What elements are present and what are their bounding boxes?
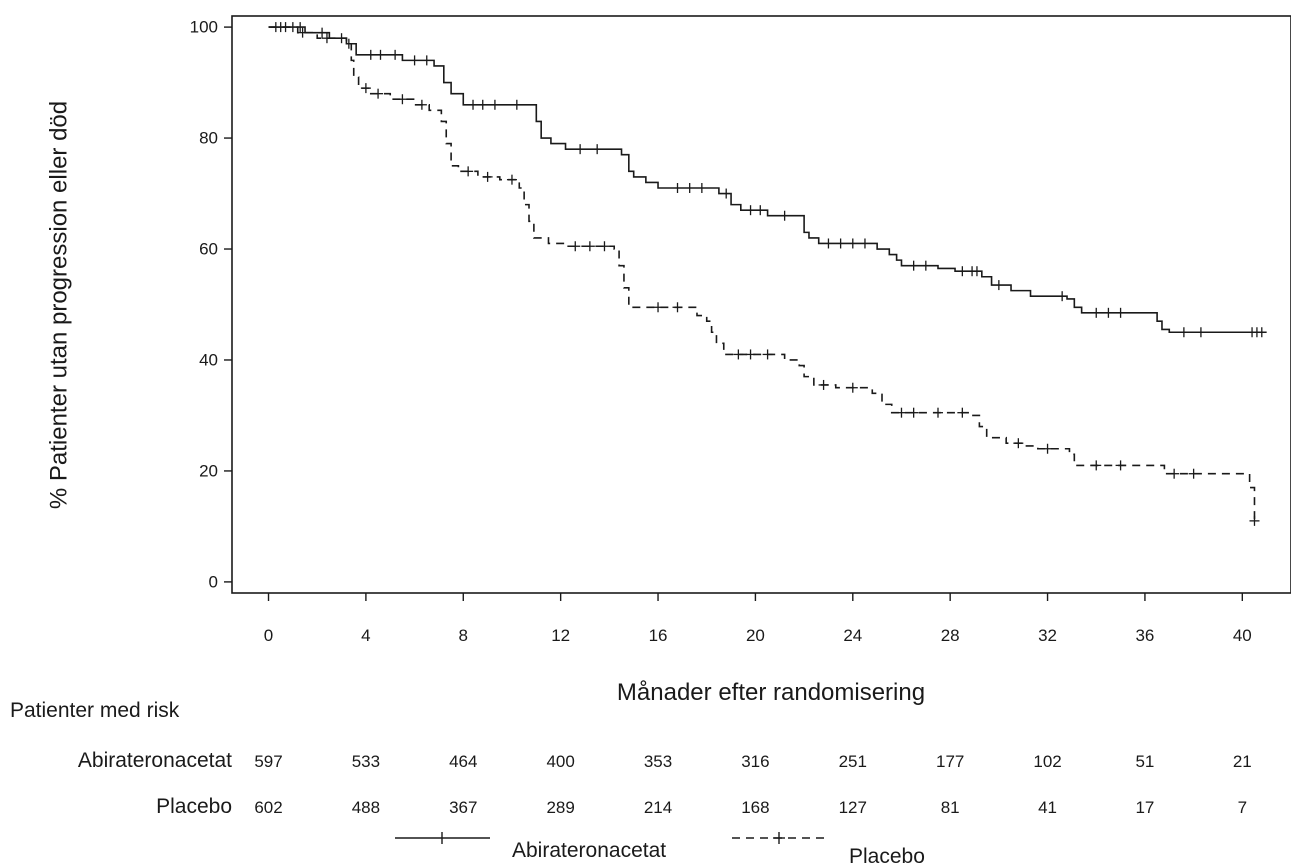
series-layer bbox=[268, 22, 1267, 526]
censor-mark-placebo bbox=[818, 379, 829, 390]
risk-value: 127 bbox=[839, 798, 867, 817]
risk-value: 102 bbox=[1033, 752, 1061, 771]
y-axis-title: % Patienter utan progression eller död bbox=[45, 101, 72, 509]
censor-mark-placebo bbox=[933, 407, 943, 418]
censor-mark-placebo bbox=[908, 407, 919, 418]
x-tick-label: 4 bbox=[361, 626, 370, 645]
censor-mark-placebo bbox=[1188, 468, 1199, 479]
censor-mark-placebo bbox=[482, 171, 493, 182]
censor-mark-placebo bbox=[599, 241, 610, 252]
risk-value: 353 bbox=[644, 752, 672, 771]
risk-value: 168 bbox=[741, 798, 769, 817]
censor-mark-placebo bbox=[297, 27, 308, 38]
risk-value: 251 bbox=[839, 752, 867, 771]
censor-mark-placebo bbox=[733, 349, 744, 360]
x-tick-label: 36 bbox=[1135, 626, 1154, 645]
censor-mark-placebo bbox=[1042, 443, 1053, 454]
risk-row-label-abirateronacetat: Abirateronacetat bbox=[78, 749, 232, 772]
y-axis: 0 20 40 60 80 100 bbox=[190, 18, 232, 591]
risk-value: 602 bbox=[254, 798, 282, 817]
risk-value: 464 bbox=[449, 752, 477, 771]
censor-mark-placebo bbox=[957, 407, 968, 418]
risk-value: 533 bbox=[352, 752, 380, 771]
series-line-abirateronacetat bbox=[268, 26, 1267, 334]
risk-value: 17 bbox=[1135, 798, 1154, 817]
censor-mark-placebo bbox=[653, 302, 664, 313]
x-tick-label: 20 bbox=[746, 626, 765, 645]
risk-value: 597 bbox=[254, 752, 282, 771]
risk-value: 81 bbox=[941, 798, 960, 817]
censor-mark-placebo bbox=[463, 166, 474, 177]
risk-value: 177 bbox=[936, 752, 964, 771]
censor-mark-placebo bbox=[360, 83, 371, 94]
plot-frame bbox=[231, 15, 1291, 594]
risk-table-header: Patienter med risk bbox=[10, 699, 180, 722]
x-tick-label: 28 bbox=[941, 626, 960, 645]
risk-row-label-placebo: Placebo bbox=[156, 795, 232, 818]
censor-mark-placebo bbox=[506, 174, 517, 185]
risk-value: 51 bbox=[1135, 752, 1154, 771]
x-tick-label: 32 bbox=[1038, 626, 1057, 645]
censor-mark-placebo bbox=[1169, 468, 1180, 479]
series-line-placebo bbox=[268, 26, 1256, 521]
risk-value: 367 bbox=[449, 798, 477, 817]
censor-mark-placebo bbox=[570, 241, 581, 252]
risk-value: 488 bbox=[352, 798, 380, 817]
censor-mark-placebo bbox=[397, 94, 408, 105]
y-tick-label: 80 bbox=[199, 129, 218, 148]
censor-mark-placebo bbox=[416, 99, 427, 110]
x-axis-title: Månader efter randomisering bbox=[617, 679, 925, 706]
risk-value: 400 bbox=[546, 752, 574, 771]
y-tick-label: 40 bbox=[199, 350, 218, 369]
risk-value: 214 bbox=[644, 798, 672, 817]
risk-value: 289 bbox=[546, 798, 574, 817]
x-tick-label: 0 bbox=[264, 626, 273, 645]
risk-value: 316 bbox=[741, 752, 769, 771]
y-tick-label: 0 bbox=[209, 572, 218, 591]
censor-mark-placebo bbox=[1091, 460, 1102, 471]
x-tick-label: 40 bbox=[1233, 626, 1252, 645]
censor-mark-placebo bbox=[896, 407, 907, 418]
censor-mark-placebo bbox=[1013, 438, 1024, 449]
legend-swatch-placebo-marker bbox=[773, 832, 785, 844]
risk-value: 7 bbox=[1238, 798, 1247, 817]
censor-mark-placebo bbox=[762, 349, 773, 360]
y-tick-label: 100 bbox=[190, 18, 218, 37]
censor-mark-placebo bbox=[321, 33, 332, 44]
censor-mark-placebo bbox=[847, 382, 858, 393]
y-tick-label: 60 bbox=[199, 240, 218, 259]
censor-mark-placebo bbox=[584, 241, 595, 252]
censor-mark-placebo bbox=[1115, 460, 1126, 471]
censor-mark-placebo bbox=[270, 22, 281, 33]
x-tick-label: 12 bbox=[551, 626, 570, 645]
censor-mark-placebo bbox=[672, 302, 683, 313]
x-tick-label: 8 bbox=[459, 626, 468, 645]
censor-mark-placebo bbox=[745, 349, 756, 360]
x-axis: 0 4 8 12 16 20 24 28 32 36 40 bbox=[264, 593, 1252, 645]
x-tick-label: 24 bbox=[843, 626, 862, 645]
y-tick-label: 20 bbox=[199, 461, 218, 480]
legend-label-placebo: Placebo bbox=[849, 845, 925, 863]
legend-label-abirateronacetat: Abirateronacetat bbox=[512, 839, 666, 862]
censor-mark-placebo bbox=[373, 88, 384, 99]
legend: Abirateronacetat Placebo bbox=[395, 832, 925, 863]
censor-mark-placebo bbox=[1249, 515, 1260, 526]
risk-value: 21 bbox=[1233, 752, 1252, 771]
risk-value: 41 bbox=[1038, 798, 1057, 817]
x-tick-label: 16 bbox=[649, 626, 668, 645]
censor-mark-placebo bbox=[280, 22, 291, 33]
